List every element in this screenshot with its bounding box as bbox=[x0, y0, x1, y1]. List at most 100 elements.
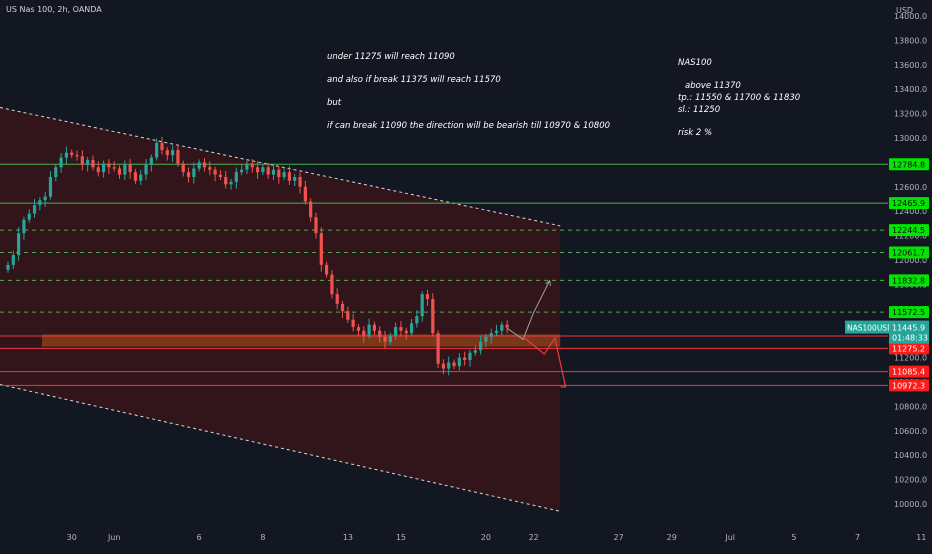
candle-body bbox=[409, 323, 414, 334]
level-badge-label: 11572.5 bbox=[892, 308, 925, 317]
candle-body bbox=[54, 167, 58, 178]
candle-body bbox=[181, 163, 185, 173]
candle-body bbox=[473, 350, 477, 353]
level-badge bbox=[889, 224, 929, 237]
candle-body bbox=[309, 201, 313, 218]
x-tick-label: 5 bbox=[791, 533, 796, 542]
y-tick-label: 12600.0 bbox=[894, 183, 927, 192]
level-badge-label: 12465.9 bbox=[892, 199, 925, 208]
y-tick-label: 12400.0 bbox=[894, 207, 927, 216]
x-tick-label: 20 bbox=[481, 533, 491, 542]
candle-body bbox=[394, 327, 398, 336]
candle-body bbox=[346, 311, 350, 320]
candle-body bbox=[229, 181, 233, 185]
candle-body bbox=[192, 168, 196, 178]
x-tick-label: 27 bbox=[614, 533, 624, 542]
note-right-3: tp.: 11550 & 11700 & 11830 bbox=[678, 93, 801, 103]
candle-body bbox=[420, 294, 424, 317]
candle-body bbox=[441, 363, 446, 369]
candle-body bbox=[489, 333, 493, 337]
candle-body bbox=[266, 167, 270, 175]
level-badge bbox=[889, 306, 929, 319]
candle-body bbox=[86, 159, 90, 165]
note-left-3: but bbox=[327, 98, 342, 108]
x-tick-label: 13 bbox=[343, 533, 353, 542]
candle-body bbox=[478, 341, 483, 351]
candle-body bbox=[43, 196, 47, 201]
candle-body bbox=[378, 330, 382, 337]
symbol-badge-label: NAS100USD bbox=[847, 324, 893, 333]
candle-body bbox=[282, 172, 286, 178]
orange-zone bbox=[42, 334, 561, 347]
candle-body bbox=[250, 163, 254, 168]
candle-body bbox=[149, 157, 153, 165]
candle-body bbox=[38, 200, 42, 206]
candle-body bbox=[133, 172, 138, 181]
candle-body bbox=[59, 157, 63, 168]
level-badge bbox=[889, 379, 929, 392]
note-left-4: if can break 11090 the direction will be… bbox=[327, 121, 611, 131]
y-tick-label: 13200.0 bbox=[894, 110, 927, 119]
candle-body bbox=[452, 362, 456, 367]
candle-body bbox=[208, 167, 212, 170]
candle-body bbox=[96, 167, 100, 173]
candle-body bbox=[112, 167, 116, 169]
candle-body bbox=[117, 168, 122, 175]
note-left-2: and also if break 11375 will reach 11570 bbox=[327, 75, 501, 85]
level-badge-label: 11085.4 bbox=[892, 368, 925, 377]
y-tick-label: 10600.0 bbox=[894, 427, 927, 436]
candle-body bbox=[388, 335, 392, 342]
candle-body bbox=[362, 330, 366, 336]
candle-body bbox=[11, 255, 15, 265]
x-tick-label: 8 bbox=[260, 533, 265, 542]
candle-body bbox=[171, 150, 175, 156]
level-badge-label: 11832.8 bbox=[892, 276, 925, 285]
candle-body bbox=[155, 142, 159, 158]
candle-body bbox=[468, 352, 472, 361]
candle-body bbox=[202, 162, 207, 168]
candle-body bbox=[436, 333, 440, 364]
projection-up-path bbox=[506, 280, 551, 341]
y-tick-label: 10200.0 bbox=[894, 476, 927, 485]
candle-body bbox=[425, 294, 430, 300]
candle-body bbox=[245, 163, 249, 170]
note-right-4: sl.: 11250 bbox=[678, 105, 721, 115]
projection-down-arrowhead bbox=[560, 381, 567, 388]
candle-body bbox=[48, 177, 53, 197]
candle-body bbox=[17, 233, 21, 256]
candle-body bbox=[176, 150, 180, 164]
level-badge bbox=[889, 274, 929, 287]
level-badge bbox=[889, 342, 929, 355]
candle-body bbox=[505, 324, 509, 328]
level-badge-label: 12784.8 bbox=[892, 160, 925, 169]
x-tick-label: 15 bbox=[396, 533, 406, 542]
candle-body bbox=[224, 177, 228, 185]
level-badge-label: 12244.5 bbox=[892, 226, 925, 235]
candle-body bbox=[27, 213, 31, 220]
note-right-1: NAS100 bbox=[678, 58, 712, 68]
candle-body bbox=[494, 330, 499, 334]
y-tick-label: 10400.0 bbox=[894, 451, 927, 460]
candle-body bbox=[22, 219, 26, 234]
level-badge bbox=[889, 365, 929, 378]
candle-body bbox=[213, 169, 217, 175]
note-left-1: under 11275 will reach 11090 bbox=[327, 52, 455, 62]
candle-body bbox=[271, 169, 276, 175]
candle-body bbox=[32, 205, 37, 214]
candle-body bbox=[261, 167, 265, 173]
x-tick-label: Jul bbox=[724, 533, 735, 542]
candle-body bbox=[447, 362, 451, 369]
candle-body bbox=[356, 327, 361, 331]
y-tick-label: 13800.0 bbox=[894, 36, 927, 45]
candle-body bbox=[404, 330, 408, 334]
candle-body bbox=[128, 164, 132, 173]
price-badge-countdown: 01:48:33 bbox=[892, 334, 928, 343]
x-tick-label: 30 bbox=[67, 533, 77, 542]
y-tick-label: 10000.0 bbox=[894, 500, 927, 509]
candle-body bbox=[6, 264, 10, 270]
candle-body bbox=[287, 172, 292, 181]
candle-body bbox=[70, 152, 74, 156]
level-badge bbox=[889, 158, 929, 171]
